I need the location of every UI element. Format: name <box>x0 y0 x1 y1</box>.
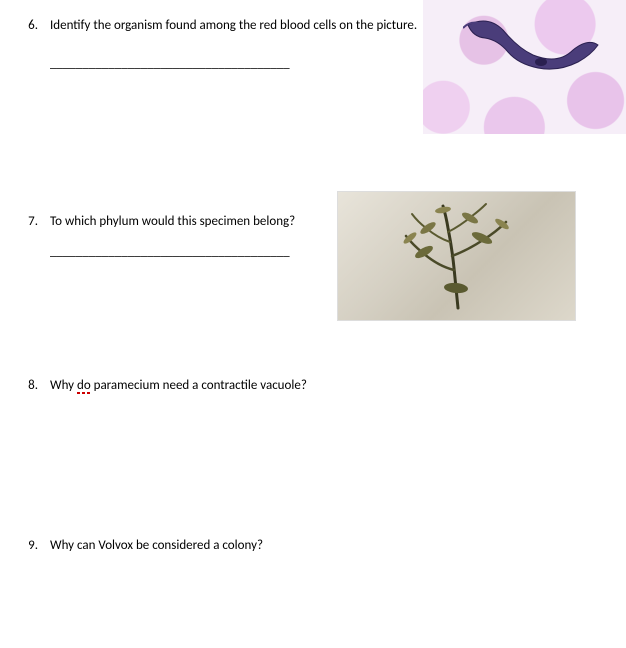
question-6-number: 6. <box>18 18 38 33</box>
image-trypanosome-blood-cells <box>423 0 626 134</box>
question-8-text: Why do paramecium need a contractile vac… <box>50 378 307 395</box>
question-7-answer-line: _____________________________________ <box>50 244 290 259</box>
image-seaweed-on-sand <box>337 191 576 321</box>
question-8-number: 8. <box>18 378 38 393</box>
seaweed-icon <box>378 198 538 316</box>
question-9-text: Why can Volvox be considered a colony? <box>50 538 263 555</box>
question-7-text: To which phylum would this specimen belo… <box>50 214 295 231</box>
question-8: 8. Why do paramecium need a contractile … <box>18 378 307 395</box>
question-9-number: 9. <box>18 538 38 553</box>
question-7: 7. To which phylum would this specimen b… <box>18 214 295 231</box>
trypanosome-icon <box>463 10 603 100</box>
question-6-text: Identify the organism found among the re… <box>50 18 417 35</box>
question-8-text-before: Why <box>50 378 77 393</box>
question-6-answer-line: _____________________________________ <box>50 56 290 71</box>
question-8-underlined-word: do <box>77 378 91 393</box>
question-6: 6. Identify the organism found among the… <box>18 18 417 35</box>
question-9: 9. Why can Volvox be considered a colony… <box>18 538 263 555</box>
question-7-number: 7. <box>18 214 38 229</box>
question-8-text-after: paramecium need a contractile vacuole? <box>91 378 307 393</box>
